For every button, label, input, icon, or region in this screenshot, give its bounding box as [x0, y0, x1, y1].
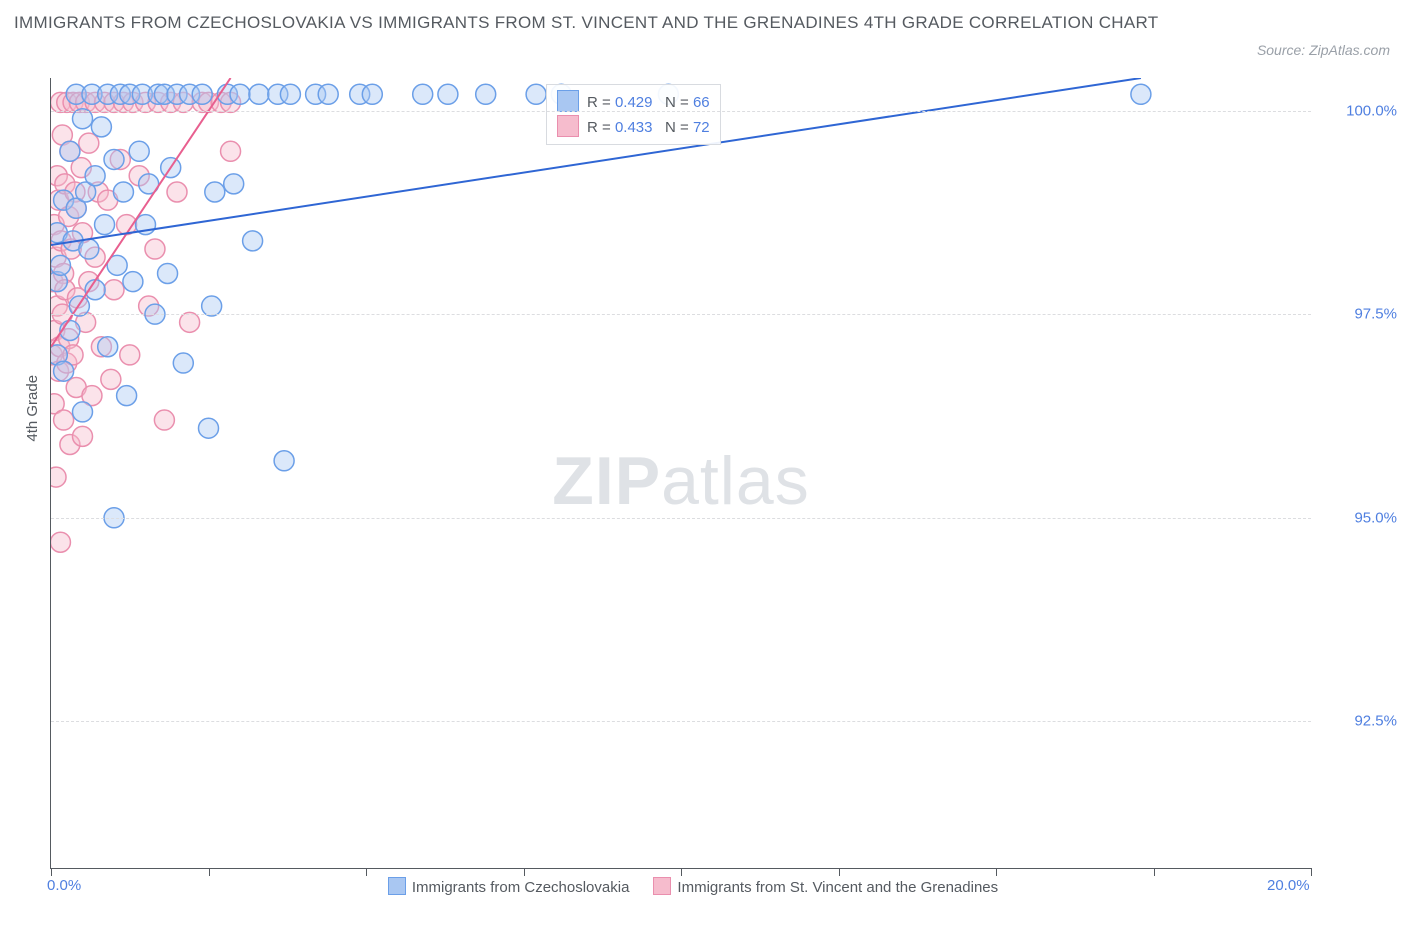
czech-point	[104, 149, 124, 169]
czech-point	[413, 84, 433, 104]
x-tick-label: 0.0%	[47, 877, 81, 894]
czech-point	[129, 141, 149, 161]
czech-point	[113, 182, 133, 202]
chart-svg	[51, 78, 1311, 868]
x-tick	[996, 868, 997, 876]
x-tick	[1311, 868, 1312, 876]
czech-point	[280, 84, 300, 104]
x-tick	[366, 868, 367, 876]
stvincent-point	[73, 426, 93, 446]
czech-point	[98, 337, 118, 357]
x-tick	[681, 868, 682, 876]
stvincent-legend-swatch-icon	[653, 877, 671, 895]
gridline	[51, 111, 1311, 112]
czech-legend-swatch-icon	[388, 877, 406, 895]
x-tick	[51, 868, 52, 876]
y-axis-title: 4th Grade	[24, 375, 41, 442]
czech-point	[224, 174, 244, 194]
plot-area: ZIPatlas R = 0.429 N = 66R = 0.433 N = 7…	[50, 78, 1311, 869]
czech-point	[54, 361, 74, 381]
czech-point	[438, 84, 458, 104]
czech-point	[60, 141, 80, 161]
stvincent-point	[221, 141, 241, 161]
czech-point	[73, 109, 93, 129]
y-tick-label: 100.0%	[1346, 102, 1397, 119]
gridline	[51, 721, 1311, 722]
czech-point	[117, 386, 137, 406]
x-tick	[209, 868, 210, 876]
gridline	[51, 314, 1311, 315]
czech-point	[202, 296, 222, 316]
czech-point	[85, 166, 105, 186]
czech-point	[123, 272, 143, 292]
stvincent-point	[54, 410, 74, 430]
czech-point	[91, 117, 111, 137]
czech-point	[318, 84, 338, 104]
x-tick-label: 20.0%	[1267, 877, 1310, 894]
czech-point	[526, 84, 546, 104]
czech-point	[199, 418, 219, 438]
y-tick-label: 97.5%	[1354, 306, 1397, 323]
stvincent-point	[180, 312, 200, 332]
czech-point	[476, 84, 496, 104]
czech-point	[230, 84, 250, 104]
y-tick-label: 95.0%	[1354, 509, 1397, 526]
czech-point	[173, 353, 193, 373]
czech-point	[243, 231, 263, 251]
stvincent-point	[51, 467, 66, 487]
stvincent-point	[101, 369, 121, 389]
x-tick	[1154, 868, 1155, 876]
stvincent-point	[104, 280, 124, 300]
stvincent-point	[145, 239, 165, 259]
czech-point	[95, 215, 115, 235]
czech-point	[79, 239, 99, 259]
czech-point	[274, 451, 294, 471]
czech-legend-label: Immigrants from Czechoslovakia	[412, 879, 630, 896]
corr-row-stvincent: R = 0.433 N = 72	[557, 115, 710, 140]
czech-point	[192, 84, 212, 104]
legend-bottom: Immigrants from Czechoslovakia Immigrants…	[51, 877, 1311, 896]
x-tick	[524, 868, 525, 876]
czech-swatch-icon	[557, 90, 579, 112]
x-tick	[839, 868, 840, 876]
czech-point	[1131, 84, 1151, 104]
czech-point	[249, 84, 269, 104]
stvincent-legend-label: Immigrants from St. Vincent and the Gren…	[677, 879, 998, 896]
chart-title: IMMIGRANTS FROM CZECHOSLOVAKIA VS IMMIGR…	[14, 10, 1206, 36]
czech-point	[51, 255, 70, 275]
stvincent-swatch-icon	[557, 115, 579, 137]
czech-point	[73, 402, 93, 422]
czech-point	[205, 182, 225, 202]
stvincent-point	[154, 410, 174, 430]
y-tick-label: 92.5%	[1354, 713, 1397, 730]
czech-point	[362, 84, 382, 104]
stvincent-point	[167, 182, 187, 202]
stvincent-point	[51, 532, 70, 552]
gridline	[51, 518, 1311, 519]
czech-point	[158, 263, 178, 283]
stvincent-point	[79, 133, 99, 153]
stvincent-point	[120, 345, 140, 365]
correlation-box: R = 0.429 N = 66R = 0.433 N = 72	[546, 84, 721, 145]
source-label: Source: ZipAtlas.com	[1257, 42, 1390, 58]
